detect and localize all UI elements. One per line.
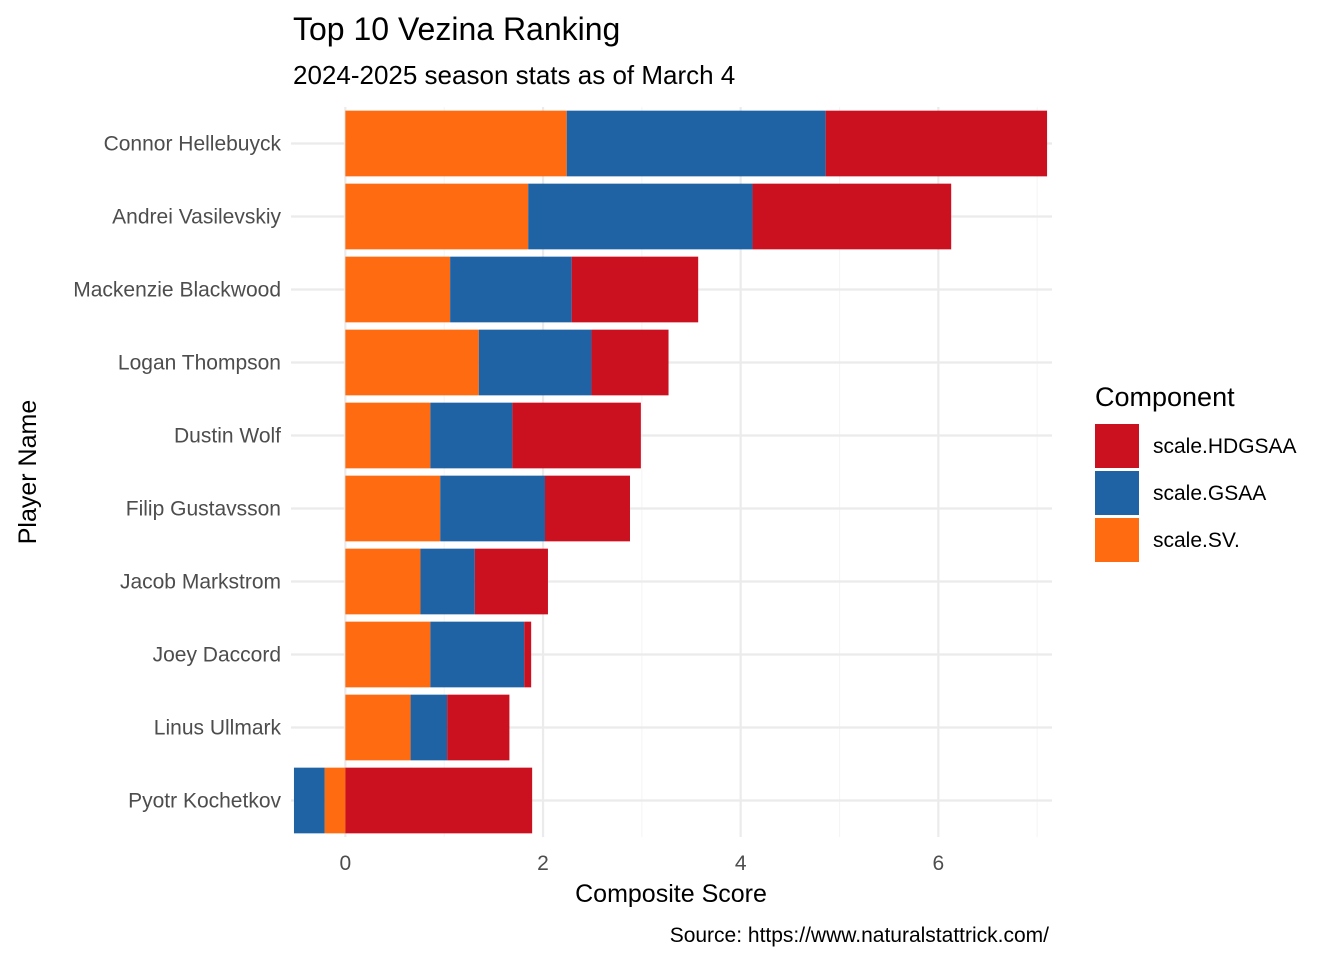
x-tick-label: 2 [537, 852, 549, 875]
bar-segment [447, 694, 510, 761]
bars-layer [293, 110, 1048, 834]
legend-key [1095, 424, 1139, 468]
y-tick-label: Logan Thompson [118, 352, 281, 375]
bar-segment [345, 767, 533, 834]
y-axis-tick-labels: Connor Hellebuyck Andrei Vasilevskiy Macke… [73, 133, 281, 813]
bar-segment [528, 183, 753, 250]
x-tick-label: 4 [735, 852, 747, 875]
bar-segment [345, 548, 421, 615]
bar-segment [524, 621, 532, 688]
y-tick-label: Dustin Wolf [174, 425, 281, 448]
bar-segment [345, 329, 479, 396]
bar-segment [450, 256, 572, 323]
y-tick-label: Mackenzie Blackwood [73, 279, 281, 302]
bar-segment [345, 402, 431, 469]
legend-title: Component [1095, 382, 1235, 412]
chart-subtitle: 2024-2025 season stats as of March 4 [293, 60, 735, 90]
bar-segment [544, 475, 630, 542]
y-tick-label: Jacob Markstrom [120, 571, 281, 594]
bar-segment [345, 694, 411, 761]
chart-title: Top 10 Vezina Ranking [293, 11, 620, 47]
bar-segment [825, 110, 1048, 177]
bar-segment [440, 475, 545, 542]
bar-segment [345, 256, 451, 323]
y-tick-label: Connor Hellebuyck [104, 133, 282, 156]
bar-segment [345, 110, 567, 177]
bar-segment [571, 256, 699, 323]
y-tick-label: Filip Gustavsson [126, 498, 281, 521]
bar-segment [324, 767, 346, 834]
x-tick-label: 6 [933, 852, 945, 875]
bar-segment [430, 402, 513, 469]
x-tick-label: 0 [340, 852, 352, 875]
bar-segment [345, 475, 441, 542]
y-tick-label: Linus Ullmark [154, 717, 282, 740]
bar-segment [478, 329, 592, 396]
chart-caption: Source: https://www.naturalstattrick.com… [670, 924, 1049, 947]
bar-segment [410, 694, 448, 761]
bar-segment [293, 767, 325, 834]
y-tick-label: Andrei Vasilevskiy [112, 206, 281, 229]
bar-segment [752, 183, 952, 250]
x-axis-tick-labels: 0 2 4 6 [340, 852, 945, 875]
bar-segment [474, 548, 548, 615]
legend-items: scale.HDGSAA scale.GSAA scale.SV. [1095, 424, 1297, 562]
y-tick-label: Joey Daccord [153, 644, 281, 667]
bar-segment [420, 548, 475, 615]
bar-segment [430, 621, 525, 688]
legend-key [1095, 471, 1139, 515]
y-tick-label: Pyotr Kochetkov [128, 790, 281, 813]
legend-label: scale.GSAA [1153, 482, 1266, 505]
x-axis-title: Composite Score [575, 880, 767, 908]
bar-segment [566, 110, 826, 177]
legend: Component scale.HDGSAA scale.GSAA scale.SV… [1095, 382, 1297, 562]
bar-segment [345, 183, 529, 250]
legend-label: scale.SV. [1153, 529, 1240, 552]
legend-label: scale.HDGSAA [1153, 435, 1297, 458]
bar-segment [345, 621, 431, 688]
bar-segment [591, 329, 669, 396]
bar-segment [512, 402, 641, 469]
y-axis-title: Player Name [14, 400, 42, 545]
legend-key [1095, 518, 1139, 562]
